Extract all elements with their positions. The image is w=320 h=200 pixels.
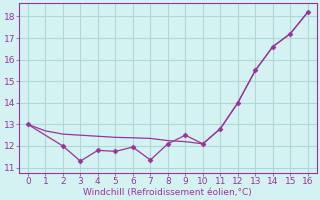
X-axis label: Windchill (Refroidissement éolien,°C): Windchill (Refroidissement éolien,°C) [84, 188, 252, 197]
